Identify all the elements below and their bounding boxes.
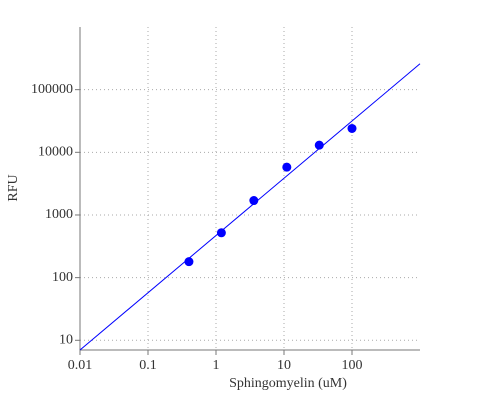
y-tick-label: 1000 — [45, 207, 73, 222]
x-axis-label: Sphingomyelin (uM) — [229, 376, 347, 391]
x-tick-label: 0.1 — [139, 358, 157, 373]
x-tick-label: 0.01 — [68, 358, 93, 373]
point — [184, 257, 194, 267]
point — [347, 123, 357, 133]
point — [282, 162, 292, 172]
x-tick-label: 10 — [277, 358, 291, 373]
point — [314, 140, 324, 150]
y-tick-label: 100 — [52, 270, 73, 285]
x-tick-label: 1 — [213, 358, 220, 373]
y-tick-label: 100000 — [31, 82, 73, 97]
point — [216, 228, 226, 238]
fit-line — [79, 63, 421, 351]
x-tick-label: 100 — [342, 358, 363, 373]
y-tick-label: 10 — [59, 333, 73, 348]
y-tick-label: 10000 — [38, 145, 73, 160]
point — [249, 196, 259, 206]
y-axis-label: RFU — [6, 174, 21, 201]
